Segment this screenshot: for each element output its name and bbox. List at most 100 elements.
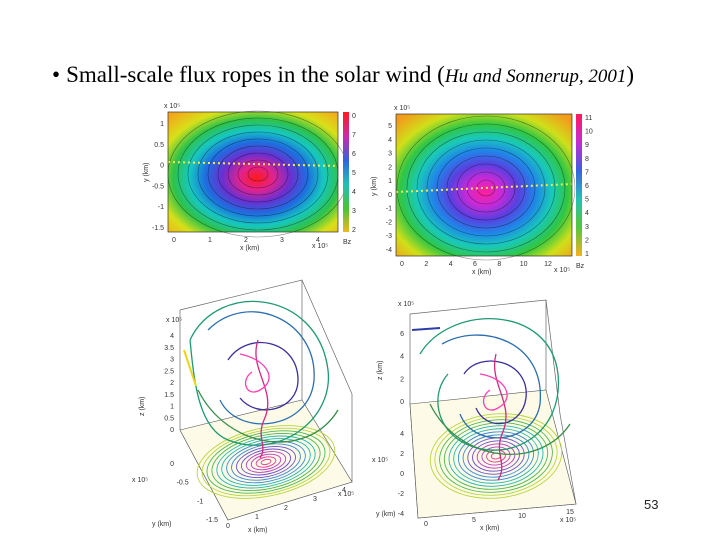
colorbar-tick-label: 10 [585, 129, 593, 136]
citation: Hu and Sonnerup, 2001 [444, 66, 627, 87]
figure-top-left: x 10⁵ x 10⁵ y (km) x (km) 1 0.5 0 -0.5 -1 -1.… [140, 102, 360, 262]
x-tick-label: 4 [449, 261, 453, 268]
x-tick-label: 8 [497, 261, 501, 268]
y-tick-label: 5 [388, 123, 392, 130]
x-axis-label: x (km) [472, 269, 491, 276]
y-tick-label: -2 [386, 219, 392, 226]
x-tick-label: 12 [544, 261, 552, 268]
figure-top-right: x 10⁵ x 10⁵ y (km) x (km) 5 4 3 2 1 0 -1 -2 -3 -4… [368, 104, 598, 276]
y-tick-label: -4 [398, 511, 404, 518]
z-tick-label: 2.5 [164, 368, 174, 375]
z-tick-label: 2 [170, 380, 174, 387]
figure-bottom-right: x 10⁵ z (km) x 10⁵ y (km) x 10⁵ x (km) 6… [370, 294, 604, 534]
x-tick-label: 2 [424, 261, 428, 268]
y-tick-label: -4 [386, 247, 392, 254]
contour-field [168, 112, 338, 232]
y-tick-label: -0.5 [152, 183, 164, 190]
z-axis-label: z (km) [139, 397, 146, 416]
y-tick-label: 4 [400, 431, 404, 438]
colorbar-tick-label: 6 [352, 151, 356, 158]
spacecraft-path [395, 183, 573, 193]
x-tick-label: 6 [473, 261, 477, 268]
colorbar-tick-label: 0 [352, 113, 356, 120]
x-tick-label: 0 [226, 523, 230, 530]
x-exponent: x 10⁵ [312, 243, 328, 250]
x-tick-label: 15 [566, 509, 574, 516]
y-tick-label: 0 [160, 163, 164, 170]
y-tick-label: -1 [197, 498, 203, 505]
y-tick-label: 2 [400, 451, 404, 458]
floor-contour [448, 425, 544, 487]
floor-contour [201, 427, 331, 497]
colorbar-tick-label: 5 [585, 197, 589, 204]
floor-contour [250, 453, 282, 471]
y-tick-label: 2 [388, 164, 392, 171]
y-axis-label: y (km) [376, 511, 395, 518]
colorbar-tick-label: 2 [585, 237, 589, 244]
y-tick-label: 1 [160, 121, 164, 128]
colorbar-tick-label: 3 [352, 208, 356, 215]
z-tick-label: 3.5 [164, 345, 174, 352]
z-tick-label: 2 [400, 376, 404, 383]
colorbar-tick-label: 3 [585, 224, 589, 231]
colorbar-tick-label: 8 [585, 156, 589, 163]
colorbar-tick-label: 7 [352, 132, 356, 139]
y-exponent: x 10⁵ [132, 477, 148, 484]
x-exponent: x 10⁵ [338, 491, 354, 498]
y-tick-label: -1 [386, 206, 392, 213]
y-tick-label: -1.5 [206, 517, 218, 524]
floor-contour [434, 416, 558, 496]
colorbar-tick-label: 7 [585, 169, 589, 176]
floor-contour [211, 433, 321, 491]
colorbar-tick-label: 4 [585, 210, 589, 217]
x-axis-label: x (km) [240, 245, 259, 252]
x-tick-label: 10 [520, 261, 528, 268]
y-tick-label: -0.5 [177, 480, 189, 487]
colorbar-tick-label: 1 [585, 251, 589, 258]
floor-contours [429, 413, 563, 499]
colorbar [343, 112, 349, 232]
close-paren: ) [626, 62, 635, 87]
x-axis-label: x (km) [480, 525, 499, 532]
x-tick-label: 2 [284, 505, 288, 512]
z-tick-label: 0.5 [164, 415, 174, 422]
z-axis-label: z (km) [377, 361, 384, 380]
colorbar [576, 114, 582, 256]
x-tick-label: 4 [342, 487, 346, 494]
y-axis-label: y (km) [143, 163, 150, 182]
y-tick-label: 4 [388, 137, 392, 144]
y-tick-label: 3 [388, 151, 392, 158]
x-exponent: x 10⁵ [554, 267, 570, 274]
x-axis-label: x (km) [248, 527, 267, 534]
colorbar-tick-label: 5 [352, 170, 356, 177]
y-tick-label: -1 [158, 204, 164, 211]
x-tick-label: 1 [255, 514, 259, 521]
spacecraft-path [167, 161, 339, 167]
floor-contour [206, 430, 326, 494]
x-tick-label: 0 [172, 237, 176, 244]
title-text: Small-scale flux ropes in the solar wind… [66, 62, 445, 87]
y-axis-label: y (km) [371, 177, 378, 196]
x-tick-label: 5 [472, 517, 476, 524]
y-tick-label: 0 [170, 461, 174, 468]
y-tick-label: -1.5 [152, 225, 164, 232]
colorbar-tick-label: 9 [585, 142, 589, 149]
x-tick-label: 0 [424, 521, 428, 528]
z-tick-label: 1 [170, 404, 174, 411]
floor-contour [196, 425, 336, 499]
floor-contour [453, 428, 539, 484]
z-tick-label: 0 [170, 427, 174, 434]
y-tick-label: 0.5 [154, 142, 164, 149]
floor-contour [260, 458, 272, 466]
floor-contour [429, 413, 563, 499]
bullet: • [52, 62, 61, 87]
floor-contour [245, 451, 287, 473]
z-tick-label: 0 [400, 399, 404, 406]
colorbar-tick-label: 2 [352, 227, 356, 234]
y-tick-label: -3 [386, 233, 392, 240]
z-tick-label: 4 [400, 354, 404, 361]
colorbar-tick-label: 4 [352, 189, 356, 196]
field-lines [189, 300, 339, 459]
z-tick-label: 1.5 [164, 392, 174, 399]
y-exponent: x 10⁵ [164, 103, 180, 110]
